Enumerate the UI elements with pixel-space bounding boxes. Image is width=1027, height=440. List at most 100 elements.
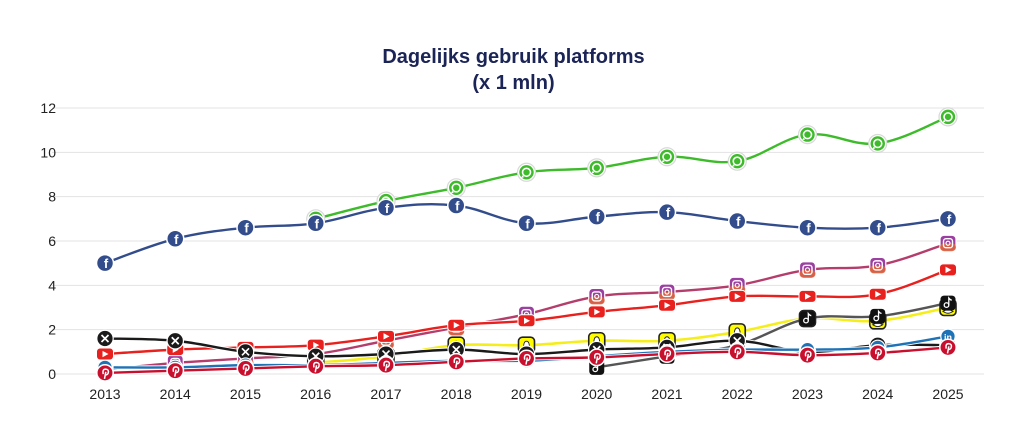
svg-text:f: f [736, 214, 741, 229]
data-point-facebook-icon: f [517, 214, 536, 233]
data-point-pinterest-icon [798, 346, 817, 365]
svg-text:f: f [315, 216, 320, 231]
svg-text:f: f [104, 256, 109, 271]
data-point-instagram-icon [658, 283, 676, 301]
svg-text:f: f [877, 221, 882, 236]
chart-title: Dagelijks gebruik platforms (x 1 mln) [0, 44, 1027, 96]
grid-layer [52, 107, 984, 375]
x-tick-label: 2019 [511, 386, 542, 402]
data-point-pinterest-icon [236, 359, 255, 378]
data-point-facebook-icon: f [306, 214, 325, 233]
x-tick-label: 2016 [300, 386, 331, 402]
y-tick-label: 6 [48, 233, 56, 249]
axis-layer: 0 2 4 6 8 10 12 2013 2014 2015 2016 2017 2018 2019 202… [40, 100, 963, 402]
data-point-facebook-icon: f [728, 211, 747, 231]
data-point-facebook-icon: f [166, 229, 185, 249]
y-tick-label: 4 [48, 277, 56, 293]
svg-text:f: f [385, 201, 390, 216]
data-point-youtube-icon [658, 298, 676, 312]
data-point-whatsapp-icon [587, 158, 607, 178]
y-tick-label: 10 [40, 144, 56, 160]
data-point-pinterest-icon [166, 361, 185, 380]
data-point-youtube-icon [798, 289, 817, 303]
x-tick-label: 2014 [160, 386, 191, 402]
data-point-youtube-icon [587, 305, 606, 319]
x-tick-label: 2024 [862, 386, 893, 402]
data-point-tiktok-icon [870, 308, 886, 324]
data-point-youtube-icon [96, 347, 114, 361]
svg-text:f: f [244, 221, 249, 236]
data-point-youtube-icon [447, 318, 466, 332]
data-point-tiktok-icon [800, 311, 815, 327]
marker-layer: fffffffffffffininininininininininininin [95, 107, 958, 382]
data-point-pinterest-icon [377, 356, 395, 375]
x-tick-label: 2025 [932, 386, 963, 402]
data-point-whatsapp-icon [938, 107, 958, 127]
data-point-pinterest-icon [447, 352, 466, 371]
data-point-facebook-icon: f [868, 218, 887, 237]
data-point-x-icon [96, 329, 114, 348]
data-point-pinterest-icon [868, 343, 887, 362]
data-point-whatsapp-icon [516, 162, 537, 182]
data-point-pinterest-icon [939, 338, 957, 357]
data-point-whatsapp-icon [868, 133, 888, 154]
data-point-facebook-icon: f [236, 218, 255, 237]
x-tick-label: 2017 [370, 386, 401, 402]
data-point-instagram-icon [869, 256, 887, 274]
chart-title-main: Dagelijks gebruik platforms [382, 46, 645, 68]
data-point-pinterest-icon [587, 348, 606, 367]
x-tick-label: 2021 [651, 386, 682, 402]
series-line-whatsapp [314, 115, 950, 221]
svg-text:f: f [596, 210, 601, 225]
data-point-whatsapp-icon [797, 125, 818, 145]
svg-text:in: in [944, 332, 952, 342]
svg-text:f: f [525, 216, 530, 231]
data-point-facebook-icon: f [447, 196, 466, 215]
data-point-x-icon [166, 331, 185, 350]
data-point-pinterest-icon [728, 342, 747, 361]
y-tick-label: 0 [48, 366, 56, 382]
data-point-facebook-icon: f [587, 207, 606, 226]
data-point-youtube-icon [517, 314, 536, 328]
x-tick-label: 2023 [792, 386, 823, 402]
svg-text:f: f [666, 205, 671, 220]
svg-text:f: f [455, 199, 460, 214]
data-point-x-icon [236, 343, 255, 361]
data-point-whatsapp-icon [446, 178, 466, 198]
svg-text:f: f [806, 221, 811, 236]
data-point-pinterest-icon [658, 345, 676, 363]
data-point-tiktok-icon [940, 295, 956, 311]
x-tick-label: 2020 [581, 386, 612, 402]
data-point-pinterest-icon [96, 363, 114, 382]
data-point-facebook-icon: f [798, 218, 817, 237]
data-point-instagram-icon [939, 234, 957, 252]
x-tick-label: 2015 [230, 386, 261, 402]
svg-text:f: f [947, 212, 952, 227]
data-point-facebook-icon: f [95, 253, 115, 273]
data-point-youtube-icon [728, 289, 747, 303]
x-tick-label: 2013 [89, 386, 120, 402]
y-tick-label: 8 [48, 189, 56, 205]
x-tick-label: 2022 [722, 386, 753, 402]
chart-subtitle: (x 1 mln) [472, 72, 555, 94]
data-point-facebook-icon: f [938, 209, 958, 229]
line-layer [102, 114, 951, 375]
data-point-pinterest-icon [306, 357, 325, 376]
data-point-instagram-icon [798, 261, 817, 279]
series-line-facebook [103, 202, 950, 265]
y-tick-label: 12 [40, 100, 56, 116]
data-point-whatsapp-icon [657, 147, 677, 167]
data-point-instagram-icon [588, 287, 606, 306]
data-point-youtube-icon [868, 287, 887, 301]
svg-text:f: f [174, 232, 179, 247]
series-line-casing [102, 202, 951, 266]
x-tick-label: 2018 [441, 386, 472, 402]
data-point-pinterest-icon [517, 349, 536, 368]
data-point-youtube-icon [939, 263, 957, 277]
y-tick-label: 2 [48, 322, 56, 338]
data-point-whatsapp-icon [727, 151, 747, 171]
data-point-youtube-icon [377, 329, 395, 343]
data-point-facebook-icon: f [657, 202, 677, 222]
data-point-facebook-icon: f [376, 198, 396, 217]
